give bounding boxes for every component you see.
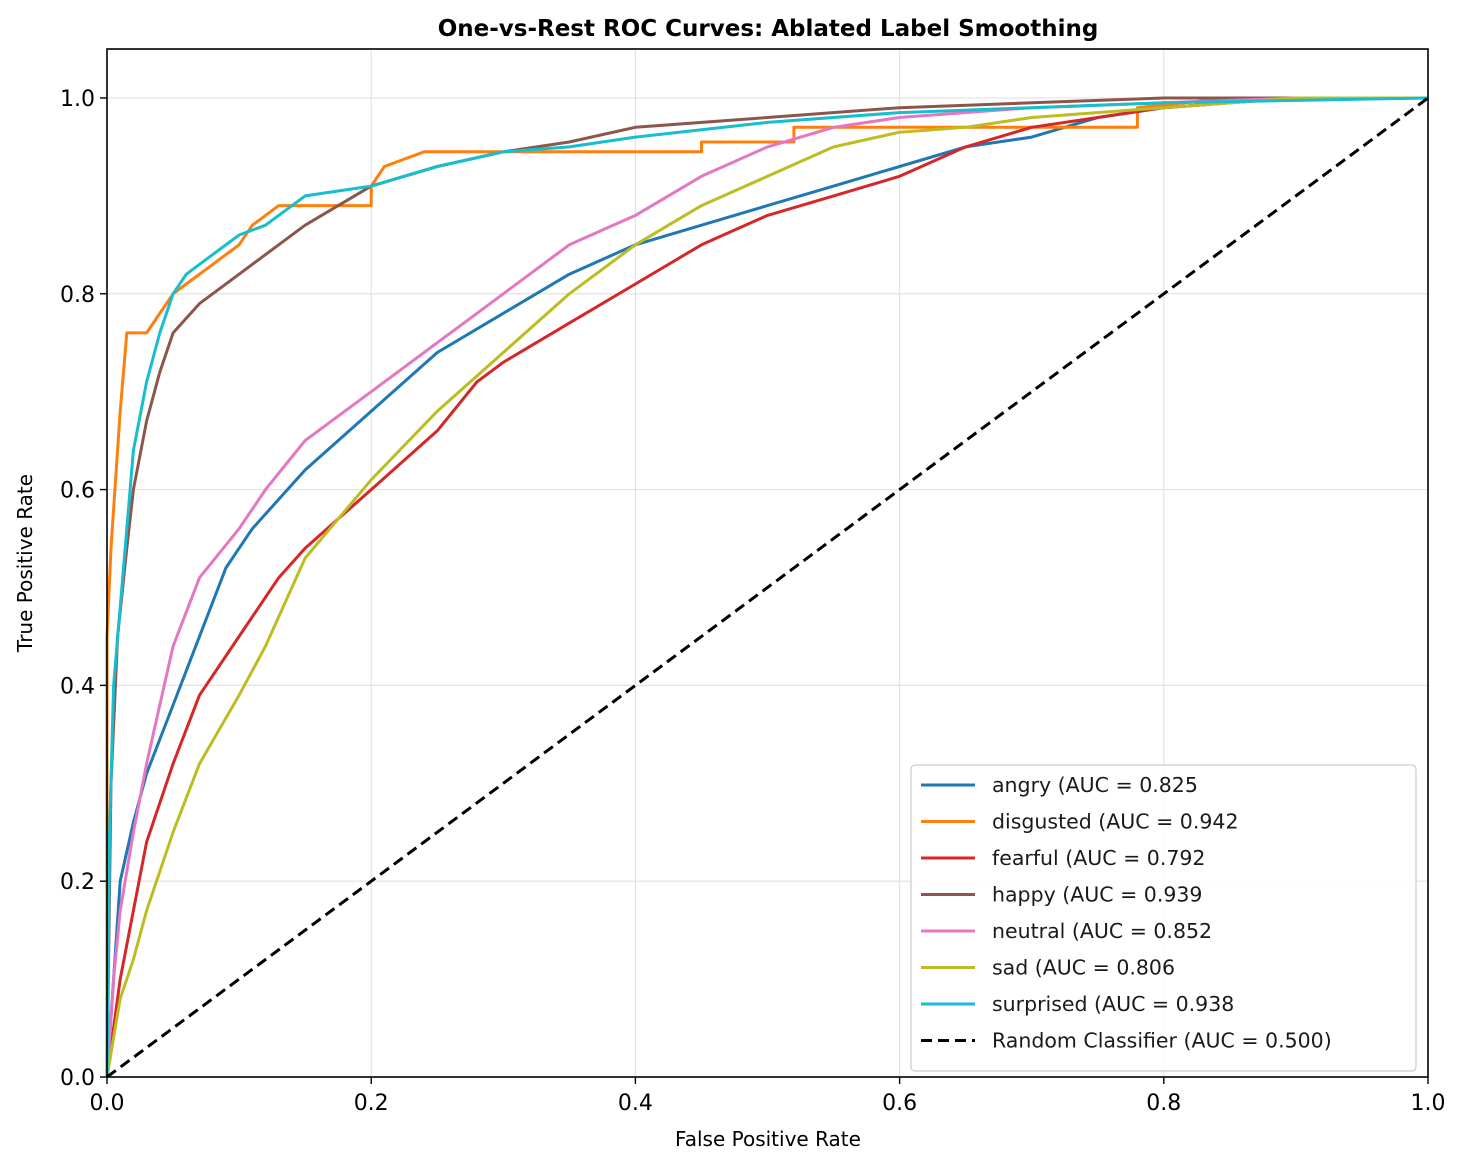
legend-label-5: sad (AUC = 0.806 (992, 956, 1175, 980)
x-tick-label: 0.0 (90, 1091, 125, 1116)
series-lines (105, 96, 1429, 1079)
axis-ticks: 0.0 0.2 0.4 0.6 0.8 1.0 0.0 0.2 0.4 0.6 0.8 1.0 (60, 87, 1446, 1116)
x-tick-label: 1.0 (1411, 1091, 1446, 1116)
series-line-3 (105, 96, 1428, 1078)
x-tick-label: 0.6 (882, 1091, 917, 1116)
chart-title: One-vs-Rest ROC Curves: Ablated Label Sm… (438, 16, 1099, 42)
legend-label-4: neutral (AUC = 0.852 (992, 919, 1212, 943)
x-tick-label: 0.2 (354, 1091, 389, 1116)
y-tick-label: 1.0 (60, 87, 95, 112)
random-classifier-line (106, 96, 1429, 1079)
y-axis-label: True Positive Rate (13, 474, 37, 653)
x-tick-label: 0.4 (618, 1091, 653, 1116)
legend-box (910, 764, 1417, 1072)
y-tick-label: 0.6 (60, 479, 95, 504)
series-line-6 (105, 96, 1429, 1078)
series-line-1 (105, 96, 1428, 1077)
legend-label-1: disgusted (AUC = 0.942 (992, 810, 1239, 834)
series-line-2 (105, 96, 1428, 1078)
legend: angry (AUC = 0.825 disgusted (AUC = 0.942… (910, 764, 1417, 1072)
plot-frame (106, 48, 1429, 1078)
y-tick-label: 0.4 (60, 674, 95, 699)
x-axis-label: False Positive Rate (675, 1127, 861, 1151)
series-line-5 (105, 96, 1428, 1078)
y-tick-label: 0.0 (60, 1066, 95, 1091)
series-line-0 (105, 96, 1428, 1078)
y-tick-label: 0.8 (60, 283, 95, 308)
legend-label-0: angry (AUC = 0.825 (992, 773, 1198, 797)
x-tick-label: 0.8 (1146, 1091, 1181, 1116)
legend-label-3: happy (AUC = 0.939 (992, 883, 1202, 907)
legend-label-6: surprised (AUC = 0.938 (992, 992, 1234, 1016)
legend-label-7: Random Classifier (AUC = 0.500) (992, 1029, 1332, 1053)
series-line-4 (105, 96, 1428, 1078)
y-tick-label: 0.2 (60, 870, 95, 895)
legend-label-2: fearful (AUC = 0.792 (992, 846, 1205, 870)
